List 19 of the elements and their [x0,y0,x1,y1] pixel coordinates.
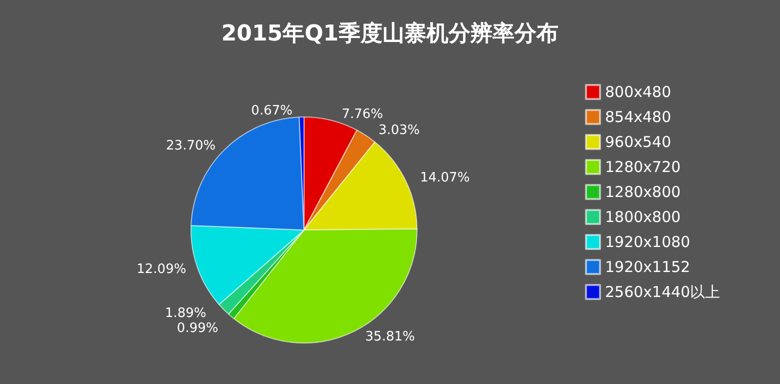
legend-label: 1280x720 [605,158,681,176]
legend-label: 1920x1152 [605,258,690,276]
legend-label: 1920x1080 [605,233,690,251]
legend-label: 2560x1440以上 [605,283,720,301]
legend-label: 1800x800 [605,208,681,226]
data-label: 1.89% [164,306,206,322]
data-label: 35.81% [365,329,415,344]
data-label: 23.70% [166,138,216,154]
data-label: 0.67% [251,104,292,119]
data-label: 14.07% [420,170,470,186]
data-label: 3.03% [378,123,420,138]
legend-label: 1280x800 [605,183,681,201]
data-label: 7.76% [342,107,384,122]
data-label: 0.99% [176,321,218,336]
legend-label: 960x540 [605,133,672,151]
legend-label: 854x480 [605,108,672,126]
legend-label: 800x480 [605,83,672,101]
data-label: 12.09% [136,262,186,278]
chart-title: 2015年Q1季度山寨机分辨率分布 [221,20,559,46]
